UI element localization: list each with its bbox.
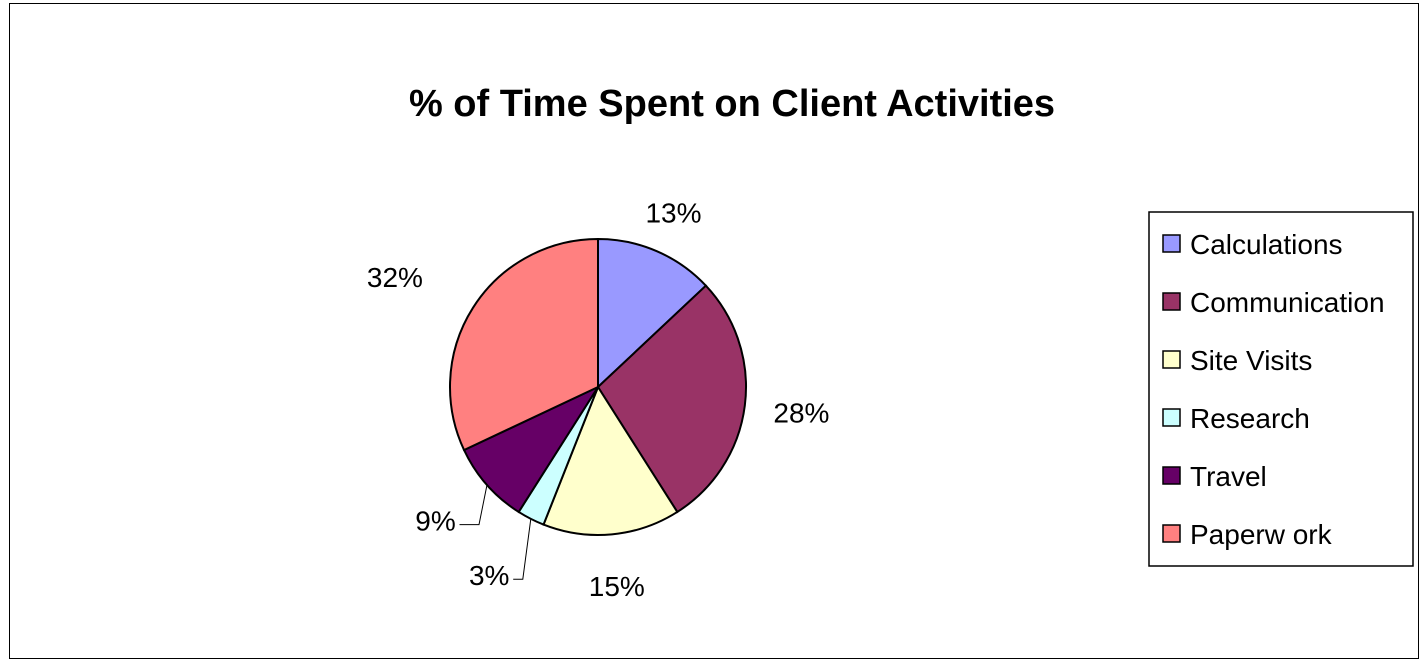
legend-swatch-communication (1162, 292, 1181, 311)
data-label-paperw-ork: 32% (367, 262, 423, 293)
leader-lines (459, 484, 532, 580)
data-label-calculations: 13% (645, 198, 701, 229)
data-label-site-visits: 15% (589, 571, 645, 602)
legend-label-research: Research (1190, 403, 1310, 434)
data-label-communication: 28% (773, 398, 829, 429)
legend-label-calculations: Calculations (1190, 229, 1343, 260)
legend-label-paperw-ork: Paperw ork (1190, 519, 1333, 550)
data-label-travel: 9% (415, 506, 455, 537)
legend-swatch-site-visits (1162, 350, 1181, 369)
legend-swatch-research (1162, 408, 1181, 427)
legend-label-travel: Travel (1190, 461, 1267, 492)
leader-line-travel (459, 484, 488, 526)
legend-swatch-travel (1162, 466, 1181, 485)
legend-swatch-calculations (1162, 234, 1181, 253)
pie-slice-paperw-ork (449, 237, 599, 452)
legend-label-communication: Communication (1190, 287, 1385, 318)
data-labels: 13% 28% 15% 3% 9% 32% (367, 198, 830, 602)
data-label-research: 3% (469, 560, 509, 591)
legend-box (1148, 211, 1414, 567)
pie-slice-calculations (597, 237, 708, 390)
legend: Calculations Communication Site Visits Rese… (1148, 211, 1414, 567)
pie-slices (449, 237, 747, 536)
chart-title: % of Time Spent on Client Activities (409, 83, 1055, 125)
pie-slice-communication (596, 284, 747, 514)
legend-label-site-visits: Site Visits (1190, 345, 1312, 376)
legend-swatch-paperw-ork (1162, 524, 1181, 543)
pie-slice-travel (462, 384, 601, 514)
leader-line-research (513, 518, 532, 580)
pie-slice-site-visits (542, 384, 679, 536)
